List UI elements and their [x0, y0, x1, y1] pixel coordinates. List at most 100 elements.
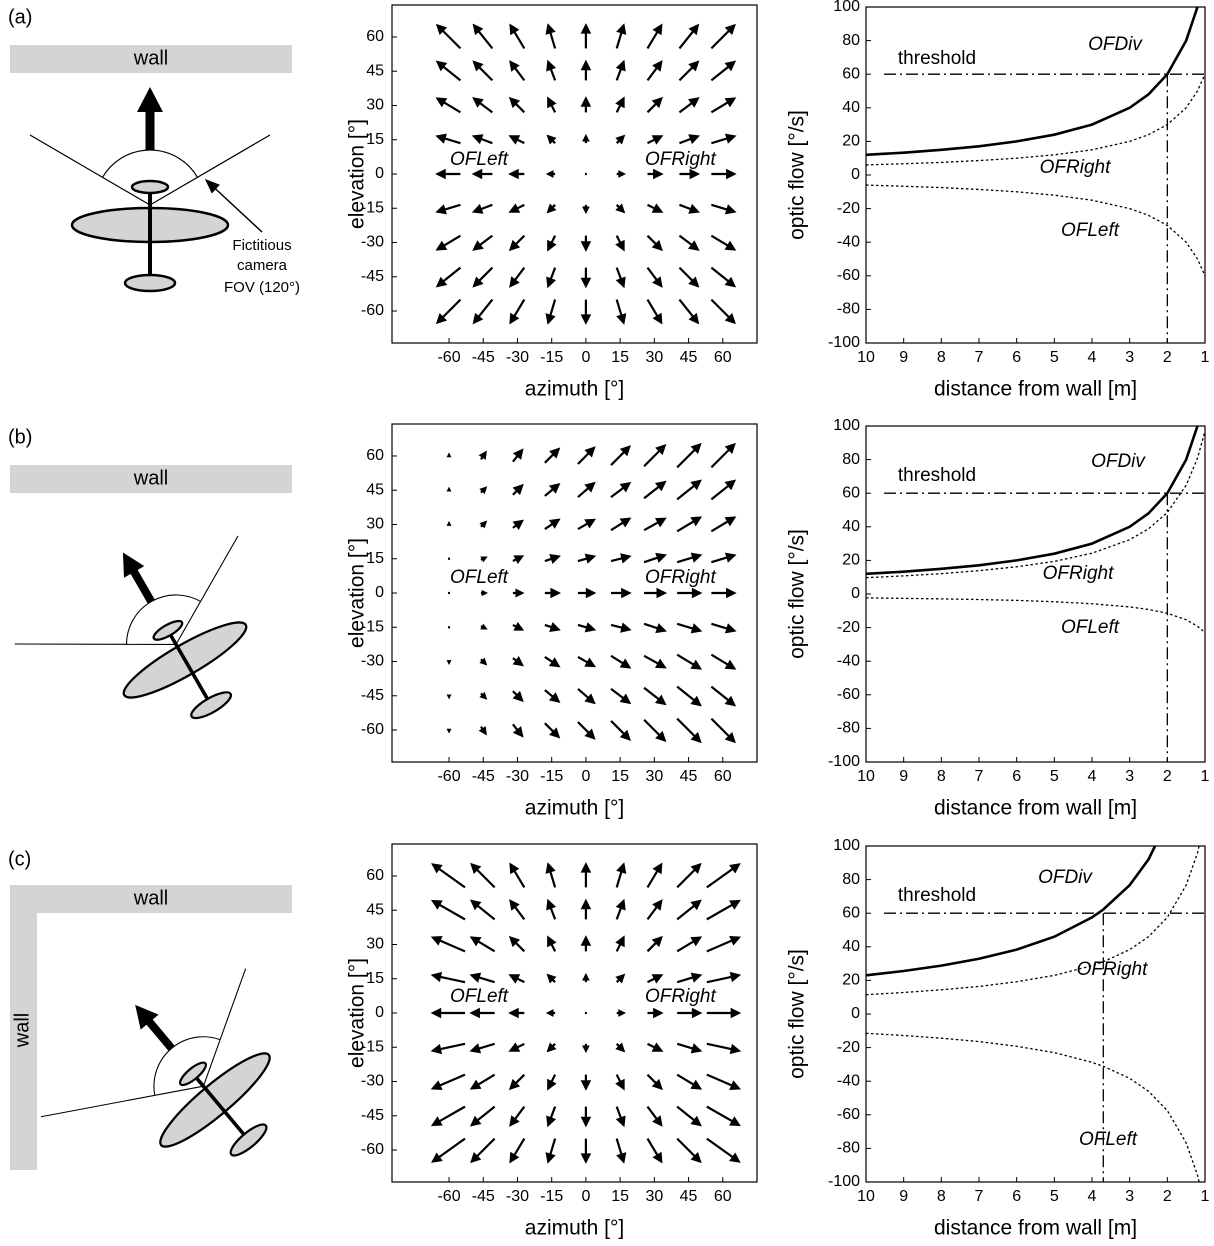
flow-arrow — [615, 862, 627, 888]
flow-arrow — [710, 479, 737, 501]
y-axis-label: elevation [°] — [346, 958, 369, 1068]
flow-arrow — [480, 623, 488, 630]
flow-label: OFRight — [645, 149, 716, 170]
flow-arrow — [547, 96, 557, 113]
flow-arrow — [647, 135, 664, 145]
flow-arrow — [610, 654, 632, 669]
flow-arrow — [546, 203, 557, 214]
flow-arrow — [580, 96, 592, 113]
flow-arrow — [472, 23, 494, 50]
flow-arrow — [615, 134, 626, 145]
flow-arrow — [512, 519, 524, 530]
flow-arrow — [646, 266, 663, 288]
y-tick-label: -60 — [361, 721, 384, 738]
flow-arrow — [710, 717, 736, 744]
x-tick-label: 15 — [611, 768, 629, 785]
flow-arrow — [580, 59, 592, 81]
flow-arrow — [430, 935, 466, 953]
flow-label: OFLeft — [450, 149, 509, 170]
flow-arrow — [512, 588, 525, 598]
flow-arrow — [512, 555, 525, 565]
flow-label: OFRight — [645, 986, 716, 1007]
flow-arrow — [710, 298, 736, 325]
y-tick-label: -30 — [361, 653, 384, 670]
y-tick-label: -80 — [837, 301, 860, 318]
flow-arrow — [610, 720, 631, 741]
flow-arrow — [512, 448, 524, 463]
flow-arrow — [616, 170, 627, 178]
flow-arrow — [577, 446, 596, 465]
series-label: OFLeft — [1079, 1129, 1138, 1150]
y-tick-label: -30 — [361, 234, 384, 251]
flow-arrow — [577, 587, 597, 599]
series-line — [866, 597, 1205, 634]
flow-arrow — [582, 204, 590, 215]
flow-arrow — [544, 587, 561, 599]
series-line — [866, 1032, 1200, 1182]
flow-arrow — [472, 298, 494, 325]
x-tick-label: 30 — [645, 1188, 663, 1205]
flow-arrow — [545, 862, 557, 888]
note: FOV (120°) — [224, 279, 300, 296]
flow-arrow — [646, 899, 663, 921]
y-tick-label: 20 — [842, 133, 860, 150]
x-axis-label: distance from wall [m] — [934, 797, 1137, 820]
series-line — [866, 846, 1157, 977]
wall — [10, 885, 292, 913]
y-tick-label: 0 — [375, 165, 384, 182]
flow-arrow — [512, 656, 524, 667]
wall — [10, 885, 37, 1170]
series-label: OFDiv — [1088, 34, 1143, 55]
y-tick-label: -100 — [828, 334, 860, 351]
flow-arrow — [710, 442, 736, 469]
x-tick-label: 4 — [1088, 349, 1097, 366]
flow-arrow — [508, 96, 526, 114]
x-axis-label: azimuth [°] — [525, 1217, 624, 1240]
flow-arrow — [470, 1137, 496, 1164]
x-tick-label: 6 — [1012, 1188, 1021, 1205]
flow-arrow — [509, 862, 526, 888]
flow-arrow — [545, 299, 557, 325]
flow-arrow — [508, 1007, 525, 1019]
x-tick-label: 10 — [857, 349, 875, 366]
wall-label: wall — [133, 47, 168, 69]
flow-arrow — [676, 862, 702, 889]
flow-arrow — [577, 481, 596, 498]
y-tick-label: 15 — [366, 970, 384, 987]
flow-arrow — [435, 133, 461, 145]
flow-arrow — [478, 725, 487, 736]
flow-arrow — [678, 298, 700, 325]
flow-arrow — [577, 518, 597, 531]
flow-arrow — [710, 516, 737, 533]
flow-arrow — [471, 168, 493, 180]
y-tick-label: 100 — [833, 417, 860, 434]
flow-arrow — [646, 60, 663, 82]
x-tick-label: 7 — [975, 349, 984, 366]
flow-arrow — [646, 1138, 663, 1164]
flow-arrow — [580, 23, 592, 49]
x-tick-label: 9 — [899, 1188, 908, 1205]
x-tick-label: 10 — [857, 1188, 875, 1205]
flow-arrow — [546, 134, 557, 145]
y-tick-label: 45 — [366, 62, 384, 79]
flow-arrow — [435, 60, 462, 82]
flow-arrow — [544, 482, 561, 497]
y-tick-label: 20 — [842, 972, 860, 989]
x-tick-label: 9 — [899, 349, 908, 366]
flow-arrow — [643, 552, 667, 564]
x-tick-label: 8 — [937, 349, 946, 366]
flow-arrow — [512, 690, 524, 703]
flow-arrow — [446, 660, 452, 666]
flow-arrow — [610, 688, 632, 705]
flow-arrow — [706, 1137, 741, 1163]
y-tick-label: 30 — [366, 97, 384, 114]
flow-arrow — [471, 134, 493, 145]
flow-arrow — [546, 267, 557, 289]
flow-arrow — [509, 1138, 526, 1164]
flow-arrow — [615, 299, 627, 325]
flow-arrow — [679, 203, 700, 214]
flow-arrow — [678, 97, 700, 114]
flow-arrow — [676, 1073, 703, 1090]
flow-arrow — [470, 862, 496, 889]
flow-arrow — [615, 96, 625, 113]
